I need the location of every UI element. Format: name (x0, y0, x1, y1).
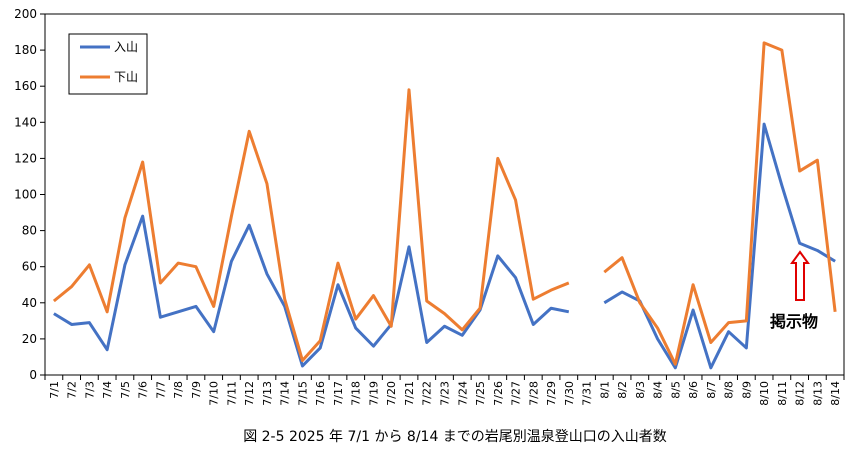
x-tick-label: 7/25 (474, 381, 487, 406)
x-tick-label: 8/5 (669, 381, 682, 399)
series-line-0 (53, 122, 836, 370)
x-tick-label: 7/5 (119, 381, 132, 399)
x-tick-label: 7/28 (527, 381, 540, 406)
x-tick-label: 7/11 (225, 381, 238, 406)
legend-label-0: 入山 (114, 40, 138, 54)
x-tick-label: 7/23 (439, 381, 452, 406)
x-axis: 7/1 7/2 7/3 7/4 7/5 7/6 7/7 7/8 7/9 7/10 7/11 7/12 7… (44, 375, 845, 406)
legend: 入山 下山 (68, 33, 148, 95)
x-tick-label: 8/10 (758, 381, 771, 406)
series-line-1 (52, 41, 837, 366)
x-tick-label: 7/21 (403, 381, 416, 406)
x-tick-label: 7/29 (545, 381, 558, 406)
y-tick-label: 20 (22, 332, 37, 346)
x-tick-label: 7/22 (421, 381, 434, 406)
x-tick-label: 7/24 (456, 381, 469, 406)
x-tick-label: 8/13 (811, 381, 824, 406)
x-tick-label: 7/2 (66, 381, 79, 399)
x-tick-label: 8/11 (776, 381, 789, 406)
x-tick-label: 7/1 (48, 381, 61, 399)
annotation-label: 掲示物 (770, 312, 818, 331)
x-tick-label: 7/14 (279, 381, 292, 406)
x-tick-label: 7/16 (314, 381, 327, 406)
y-axis: 0 20 40 60 80 100 120 140 160 180 200 (14, 7, 45, 382)
x-tick-label: 7/13 (261, 381, 274, 406)
x-tick-label: 8/14 (829, 381, 842, 406)
x-tick-label: 8/1 (598, 381, 611, 399)
x-tick-label: 8/3 (634, 381, 647, 399)
x-tick-label: 7/12 (243, 381, 256, 406)
legend-label-1: 下山 (114, 70, 138, 84)
x-tick-label: 8/4 (652, 381, 665, 399)
y-tick-label: 100 (14, 188, 37, 202)
x-tick-label: 7/31 (581, 381, 594, 406)
y-tick-label: 200 (14, 7, 37, 21)
series-lines (52, 41, 837, 370)
x-tick-label: 7/9 (190, 381, 203, 399)
x-tick-label: 7/30 (563, 381, 576, 406)
y-tick-label: 160 (14, 79, 37, 93)
red-up-arrow (790, 250, 810, 301)
x-tick-label: 7/4 (101, 381, 114, 399)
y-tick-label: 60 (22, 260, 37, 274)
x-tick-label: 8/8 (723, 381, 736, 399)
plot-area (44, 13, 845, 376)
x-tick-label: 7/3 (83, 381, 96, 399)
x-tick-label: 8/12 (794, 381, 807, 406)
x-tick-label: 7/17 (332, 381, 345, 406)
x-tick-label: 7/10 (208, 381, 221, 406)
x-tick-label: 7/27 (510, 381, 523, 406)
x-tick-label: 7/18 (350, 381, 363, 406)
y-tick-label: 180 (14, 43, 37, 57)
x-tick-label: 7/15 (296, 381, 309, 406)
x-tick-label: 8/6 (687, 381, 700, 399)
x-tick-label: 7/6 (137, 381, 150, 399)
x-tick-label: 8/2 (616, 381, 629, 399)
x-tick-label: 7/20 (385, 381, 398, 406)
x-tick-label: 7/7 (154, 381, 167, 399)
legend-box (68, 33, 148, 95)
y-tick-label: 140 (14, 115, 37, 129)
y-tick-label: 120 (14, 151, 37, 165)
y-tick-label: 0 (29, 368, 37, 382)
figure-caption: 図 2-5 2025 年 7/1 から 8/14 までの岩尾別温泉登山口の入山者… (243, 428, 667, 445)
y-tick-label: 40 (22, 296, 37, 310)
annotation: 掲示物 (770, 250, 818, 331)
x-tick-label: 7/19 (367, 381, 380, 406)
x-tick-label: 7/8 (172, 381, 185, 399)
x-tick-label: 7/26 (492, 381, 505, 406)
x-tick-label: 8/9 (740, 381, 753, 399)
y-tick-label: 80 (22, 224, 37, 238)
x-tick-label: 8/7 (705, 381, 718, 399)
